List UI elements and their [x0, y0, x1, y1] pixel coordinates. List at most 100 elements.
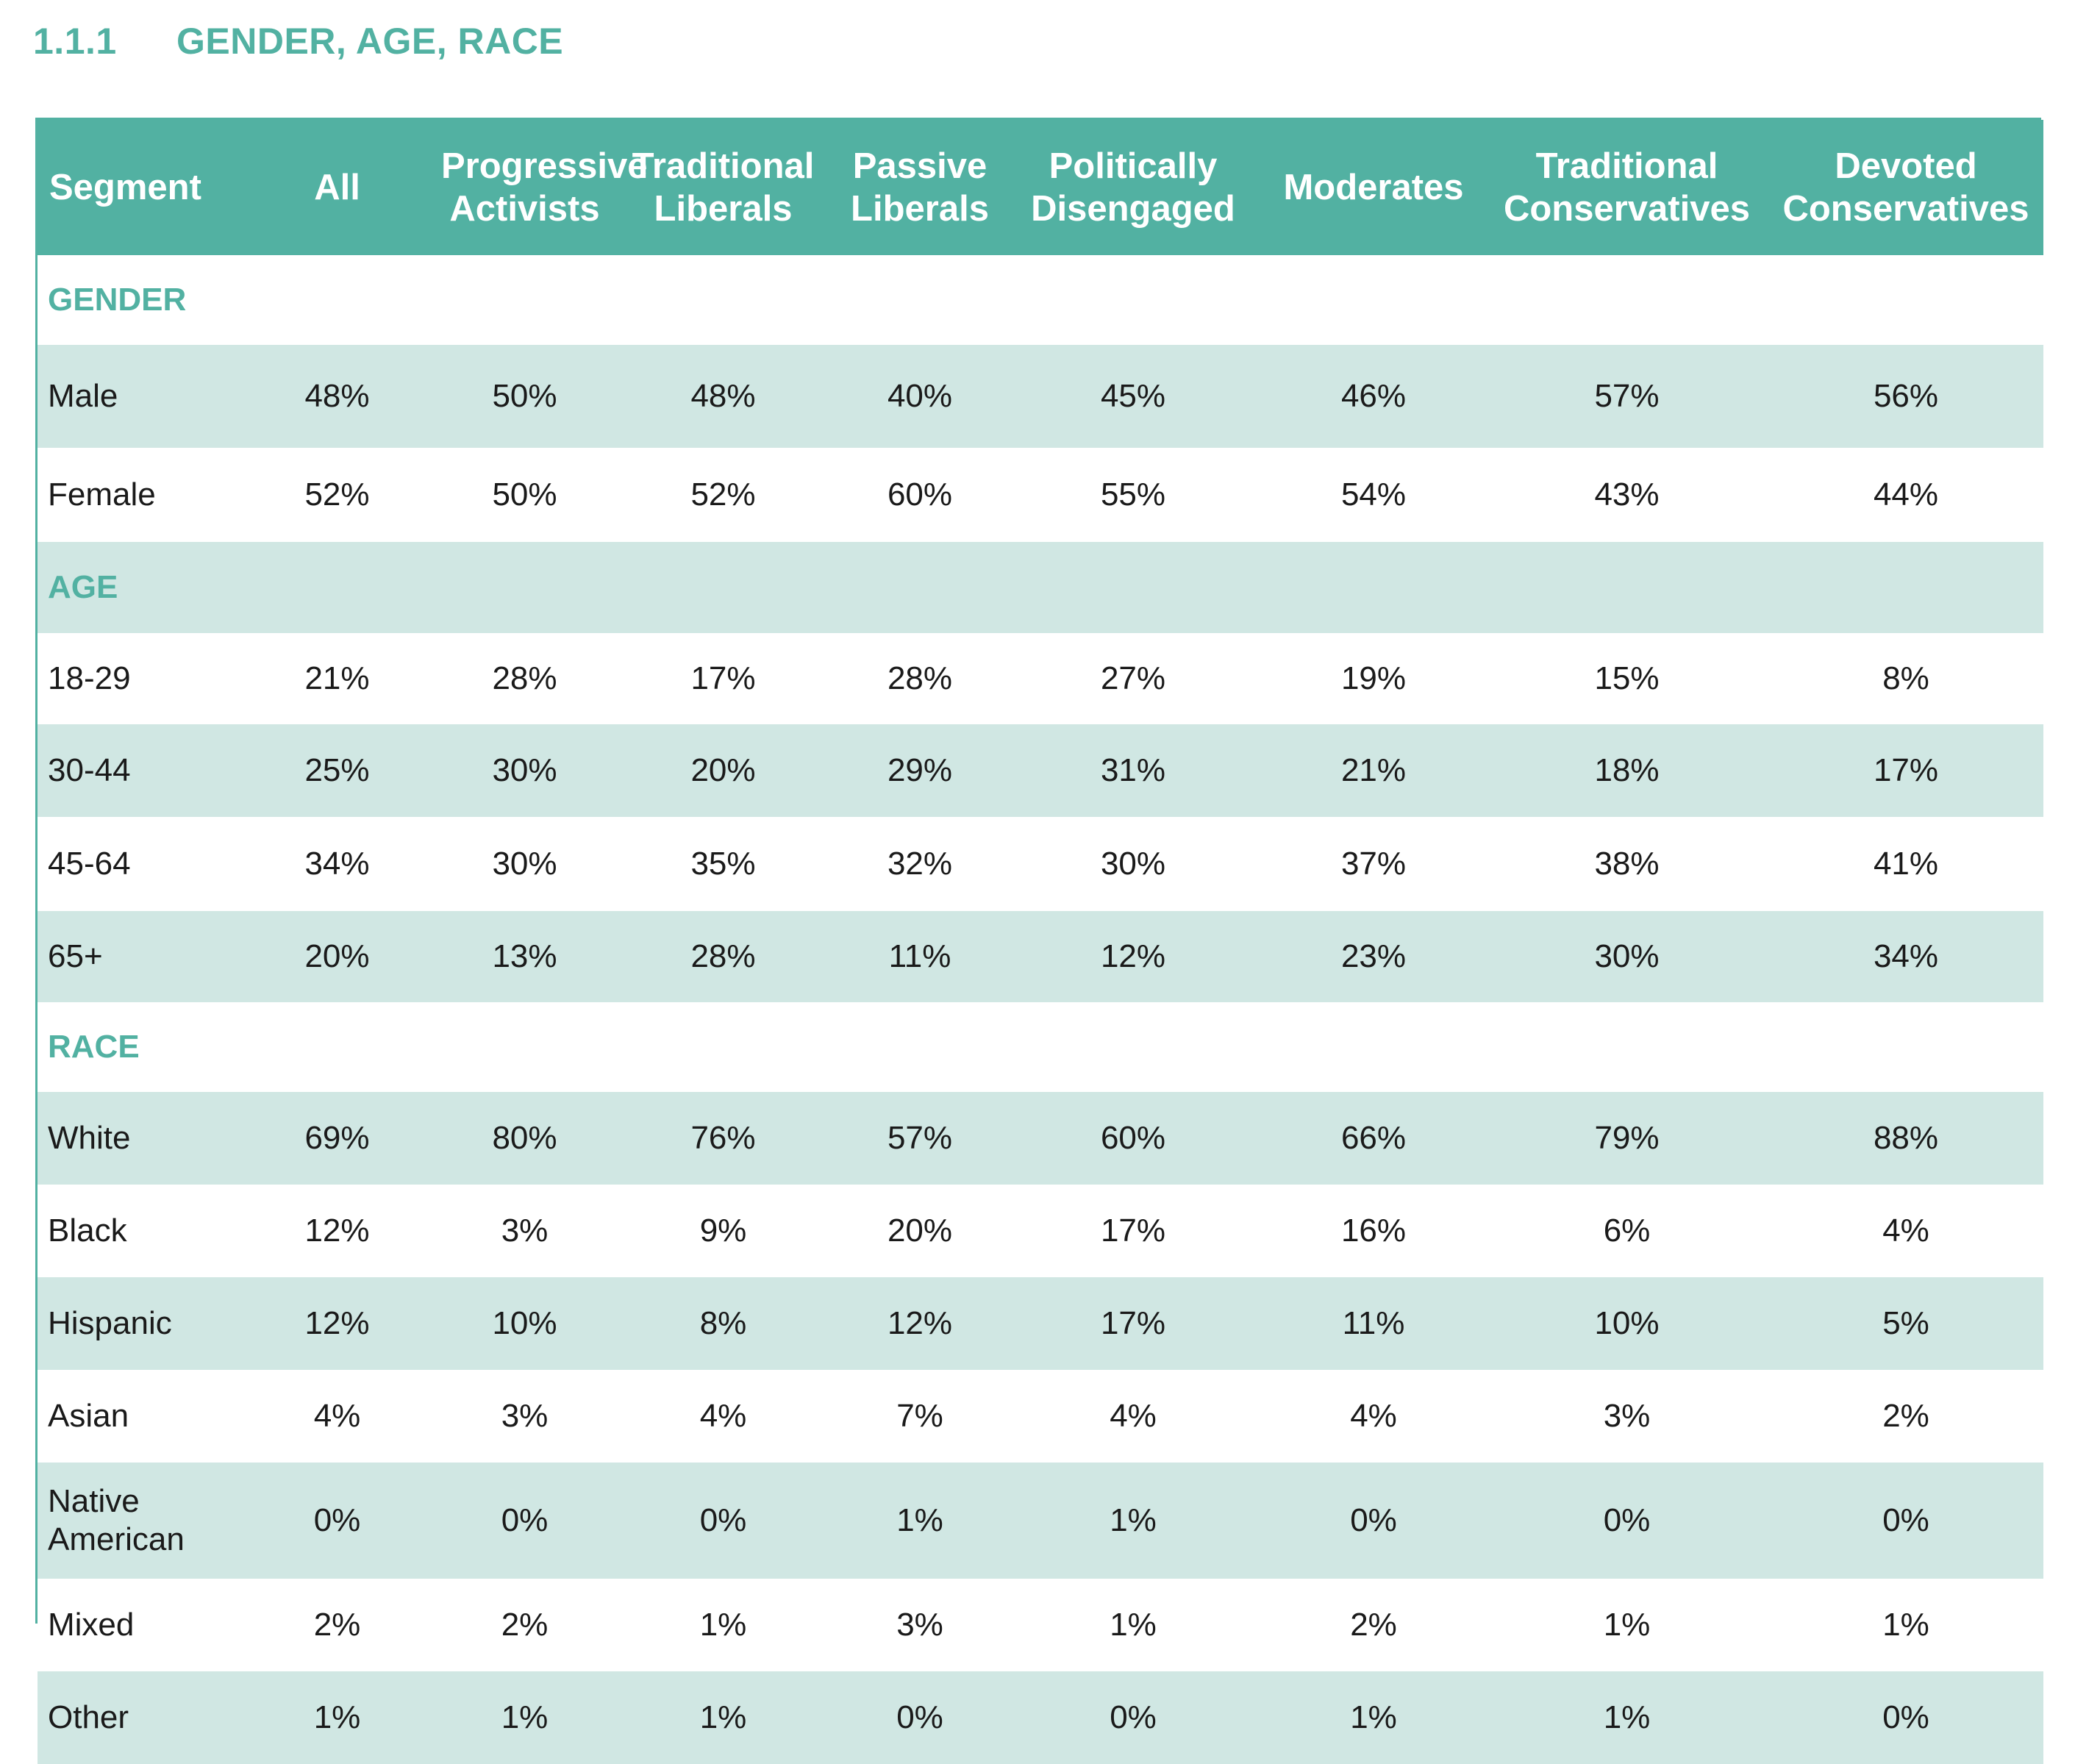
table-cell: 12%: [887, 1305, 953, 1341]
table-cell: 1%: [1603, 1607, 1651, 1643]
section-header-row: GENDER: [38, 255, 2043, 345]
table-cell: 28%: [887, 660, 953, 696]
table-header-row: Segment All Progressive Activists Tradition…: [38, 120, 2043, 255]
table-cell: 28%: [492, 660, 557, 696]
row-label: Native American: [48, 1483, 185, 1557]
table-cell: 2%: [1350, 1607, 1397, 1643]
table-cell: 35%: [690, 846, 756, 882]
table-row: 45-64 34% 30% 35% 32% 30% 37% 38% 41%: [38, 817, 2043, 911]
table-cell: 12%: [304, 1213, 370, 1249]
section-heading: 1.1.1 GENDER, AGE, RACE: [33, 18, 563, 65]
table-cell: 52%: [304, 476, 370, 513]
table-cell: 19%: [1340, 660, 1407, 696]
table-cell: 32%: [887, 846, 953, 882]
table-cell: 28%: [690, 938, 756, 974]
table-cell: 54%: [1340, 476, 1407, 513]
section-title: RACE: [48, 1029, 140, 1065]
table-cell: 48%: [304, 378, 370, 414]
section-title: AGE: [48, 569, 118, 605]
column-header: Segment: [49, 168, 201, 207]
table-cell: 1%: [699, 1699, 747, 1735]
table-cell: 0%: [896, 1699, 943, 1735]
section-header-row: RACE: [38, 1002, 2043, 1092]
table-cell: 46%: [1340, 378, 1407, 414]
table-cell: 2%: [1882, 1398, 1929, 1434]
table-cell: 10%: [1594, 1305, 1660, 1341]
table-cell: 0%: [1350, 1502, 1397, 1538]
table-cell: 80%: [492, 1120, 557, 1156]
table-cell: 34%: [1873, 938, 1939, 974]
table-row: Mixed 2% 2% 1% 3% 1% 2% 1% 1%: [38, 1579, 2043, 1671]
table-cell: 9%: [699, 1213, 747, 1249]
table-cell: 38%: [1594, 846, 1660, 882]
table-cell: 1%: [501, 1699, 549, 1735]
table-cell: 8%: [1882, 660, 1929, 696]
table-cell: 57%: [1594, 378, 1660, 414]
row-label: Male: [48, 378, 118, 414]
table-cell: 0%: [501, 1502, 549, 1538]
table-row: White 69% 80% 76% 57% 60% 66% 79% 88%: [38, 1092, 2043, 1185]
table-cell: 11%: [1342, 1305, 1405, 1341]
table-cell: 60%: [1100, 1120, 1166, 1156]
table-cell: 3%: [1603, 1398, 1651, 1434]
row-label: 30-44: [48, 752, 131, 788]
table-cell: 55%: [1100, 476, 1166, 513]
table-cell: 0%: [1110, 1699, 1157, 1735]
table-cell: 1%: [1110, 1607, 1157, 1643]
table-cell: 0%: [313, 1502, 361, 1538]
table-body: GENDER Male 48% 50% 48% 40% 45% 46% 57% 56% Female…: [38, 255, 2043, 1764]
table-cell: 88%: [1873, 1120, 1939, 1156]
table-cell: 48%: [690, 378, 756, 414]
table-cell: 50%: [492, 476, 557, 513]
table-cell: 21%: [304, 660, 370, 696]
table-row: Other 1% 1% 1% 0% 0% 1% 1% 0%: [38, 1671, 2043, 1764]
table-cell: 60%: [887, 476, 953, 513]
table-cell: 17%: [1100, 1305, 1166, 1341]
table-cell: 40%: [887, 378, 953, 414]
table-cell: 30%: [492, 846, 557, 882]
row-label: Asian: [48, 1398, 129, 1434]
column-header: Passive Liberals: [851, 146, 989, 229]
table-cell: 3%: [501, 1398, 549, 1434]
table-cell: 21%: [1340, 752, 1407, 788]
table-cell: 11%: [888, 938, 951, 974]
table-cell: 5%: [1882, 1305, 1929, 1341]
column-header: Traditional Liberals: [632, 146, 815, 229]
table-cell: 50%: [492, 378, 557, 414]
table-row: Black 12% 3% 9% 20% 17% 16% 6% 4%: [38, 1185, 2043, 1277]
table-cell: 20%: [887, 1213, 953, 1249]
table-cell: 0%: [699, 1502, 747, 1538]
table-cell: 20%: [690, 752, 756, 788]
demographics-table-frame: Segment All Progressive Activists Tradition…: [35, 118, 2043, 1764]
table-row: Native American 0% 0% 0% 1% 1% 0% 0% 0%: [38, 1463, 2043, 1579]
table-cell: 69%: [304, 1120, 370, 1156]
table-cell: 15%: [1594, 660, 1660, 696]
table-cell: 1%: [1350, 1699, 1397, 1735]
table-cell: 12%: [1100, 938, 1166, 974]
table-cell: 30%: [492, 752, 557, 788]
table-cell: 10%: [492, 1305, 557, 1341]
table-row: 65+ 20% 13% 28% 11% 12% 23% 30% 34%: [38, 911, 2043, 1002]
table-cell: 52%: [690, 476, 756, 513]
table-cell: 0%: [1603, 1502, 1651, 1538]
table-row: Asian 4% 3% 4% 7% 4% 4% 3% 2%: [38, 1370, 2043, 1463]
table-cell: 27%: [1100, 660, 1166, 696]
table-cell: 37%: [1340, 846, 1407, 882]
row-label: Hispanic: [48, 1305, 172, 1341]
table-cell: 56%: [1873, 378, 1939, 414]
table-row: Female 52% 50% 52% 60% 55% 54% 43% 44%: [38, 448, 2043, 542]
table-cell: 4%: [313, 1398, 361, 1434]
table-cell: 34%: [304, 846, 370, 882]
table-cell: 1%: [699, 1607, 747, 1643]
table-cell: 76%: [690, 1120, 756, 1156]
table-cell: 30%: [1594, 938, 1660, 974]
table-cell: 43%: [1594, 476, 1660, 513]
column-header: Moderates: [1283, 168, 1464, 207]
row-label: 45-64: [48, 846, 131, 882]
table-cell: 57%: [887, 1120, 953, 1156]
table-cell: 31%: [1100, 752, 1166, 788]
table-cell: 41%: [1873, 846, 1939, 882]
table-cell: 3%: [896, 1607, 943, 1643]
table-cell: 45%: [1100, 378, 1166, 414]
table-cell: 29%: [887, 752, 953, 788]
